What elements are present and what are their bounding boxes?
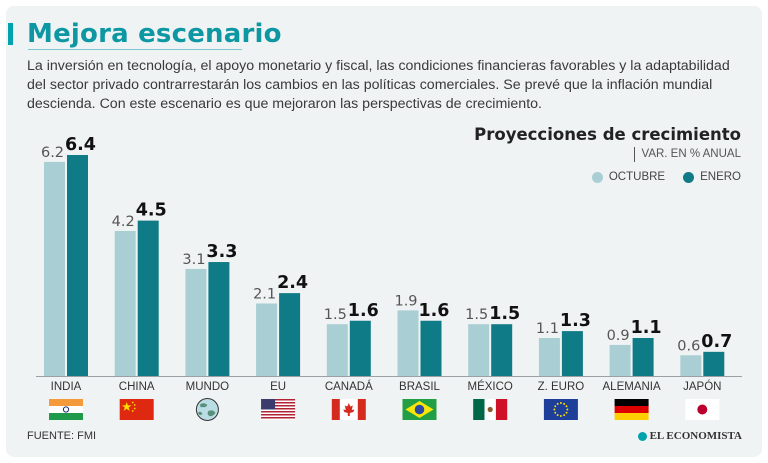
category-label-4: EU (270, 381, 286, 393)
data-label-enero-2: 4.5 (136, 201, 167, 221)
brand-icon (637, 431, 647, 441)
bar-enero-2 (137, 220, 159, 376)
bar-octubre-6 (397, 310, 419, 376)
chart-title: Proyecciones de crecimiento (474, 125, 741, 144)
category-label-7: MÉXICO (468, 380, 513, 393)
title-block: Mejora escenario (8, 16, 282, 52)
data-label-enero-4: 2.4 (277, 273, 308, 293)
category-label-8: Z. EURO (538, 381, 585, 393)
bar-enero-10 (703, 351, 725, 376)
globe-icon (195, 398, 219, 421)
category-label-5: CANADÁ (325, 380, 373, 393)
data-label-enero-9: 1.1 (631, 318, 662, 338)
data-label-octubre-6: 1.9 (394, 293, 417, 309)
data-label-octubre-8: 1.1 (536, 321, 559, 337)
bar-enero-3 (208, 262, 230, 376)
legend-swatch-enero (683, 171, 695, 183)
data-label-octubre-10: 0.6 (677, 338, 700, 354)
canada-flag-icon (331, 399, 366, 420)
mexico-flag-icon (473, 399, 508, 420)
data-label-enero-5: 1.6 (348, 301, 379, 321)
title-accent-bar (8, 23, 13, 45)
category-label-9: ALEMANIA (603, 381, 661, 393)
bar-octubre-9 (609, 344, 631, 376)
data-label-octubre-7: 1.5 (465, 307, 488, 323)
eu-flag-icon (543, 399, 578, 420)
legend-swatch-octubre (591, 171, 603, 183)
data-label-enero-6: 1.6 (418, 301, 449, 321)
description-text: La inversión en tecnología, el apoyo mon… (27, 58, 730, 112)
bar-octubre-5 (326, 324, 348, 376)
category-label-6: BRASIL (399, 381, 441, 393)
bar-enero-6 (420, 320, 442, 376)
india-flag-icon (49, 399, 83, 420)
category-label-2: CHINA (119, 381, 155, 393)
bar-octubre-7 (468, 324, 490, 376)
bar-enero-1 (67, 155, 88, 376)
legend-label-enero: ENERO (700, 171, 741, 183)
data-label-octubre-5: 1.5 (324, 307, 347, 323)
brand-logo: EL ECONOMISTA (637, 430, 742, 442)
category-label-3: MUNDO (186, 381, 229, 393)
germany-flag-icon (614, 399, 649, 420)
page-title: Mejora escenario (27, 19, 282, 49)
data-label-enero-10: 0.7 (701, 332, 732, 352)
japan-flag-icon (685, 399, 720, 420)
brazil-flag-icon (402, 399, 437, 420)
bar-octubre-3 (185, 268, 207, 376)
data-label-octubre-2: 4.2 (112, 214, 135, 230)
legend-item-enero: ENERO (683, 171, 741, 183)
chart-subtitle: VAR. EN % ANUAL (633, 147, 741, 162)
bar-enero-7 (491, 324, 513, 376)
data-label-enero-8: 1.3 (560, 311, 591, 331)
data-label-octubre-3: 3.1 (182, 252, 205, 268)
data-label-enero-3: 3.3 (206, 242, 237, 262)
legend-label-octubre: OCTUBRE (608, 171, 666, 183)
bar-octubre-4 (256, 303, 278, 376)
data-label-enero-7: 1.5 (489, 304, 520, 324)
bar-enero-8 (561, 331, 583, 376)
data-label-octubre-9: 0.9 (607, 328, 630, 344)
chart-legend: OCTUBRE ENERO (574, 171, 741, 183)
bar-octubre-2 (114, 230, 136, 376)
bar-enero-9 (632, 338, 654, 376)
usa-flag-icon (261, 399, 296, 420)
data-label-enero-1: 6.4 (65, 135, 96, 155)
brand-name: EL ECONOMISTA (649, 430, 742, 442)
data-label-octubre-1: 6.2 (41, 145, 64, 161)
category-label-10: JAPÓN (683, 380, 721, 393)
bar-octubre-1 (44, 161, 65, 376)
bar-octubre-8 (538, 338, 560, 376)
legend-item-octubre: OCTUBRE (591, 171, 666, 183)
source-note: FUENTE: FMI (27, 430, 97, 442)
china-flag-icon (119, 399, 154, 420)
category-label-1: INDIA (51, 381, 82, 393)
data-label-octubre-4: 2.1 (253, 286, 276, 302)
bar-octubre-10 (680, 355, 702, 376)
title-underline (28, 49, 242, 50)
bar-enero-5 (349, 320, 371, 376)
bar-enero-4 (279, 293, 301, 376)
